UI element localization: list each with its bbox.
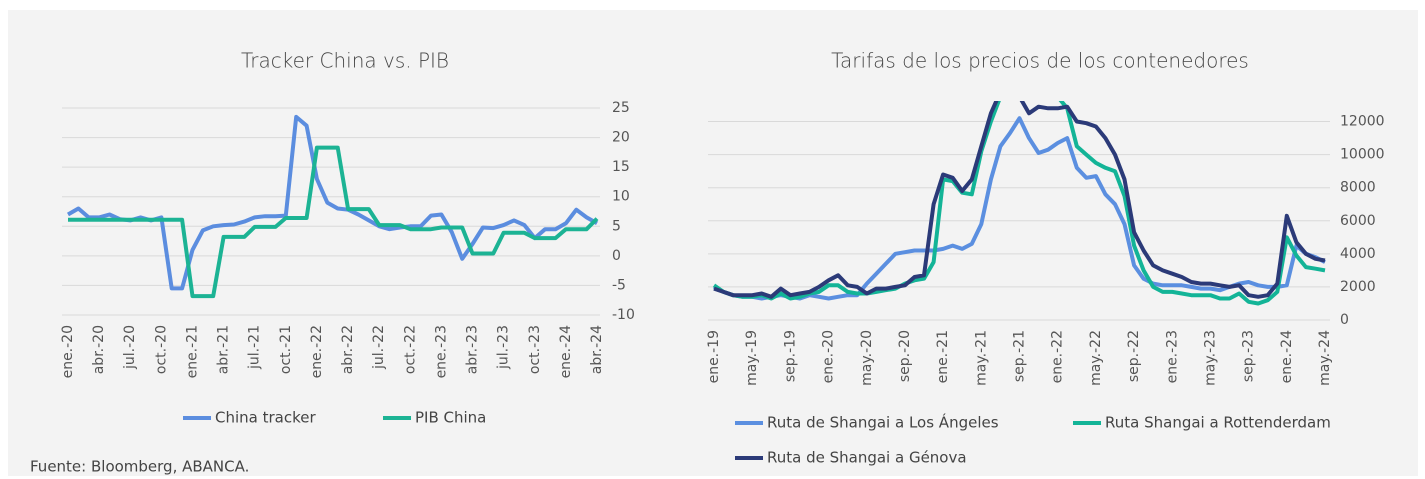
x-tick-label: ene.-20 [60, 325, 76, 378]
x-tick-label: may.-22 [1088, 330, 1104, 386]
x-tick-label: jul.-20 [122, 325, 138, 370]
x-tick-label: abr.-21 [216, 325, 232, 374]
y-tick-label: 2000 [1340, 279, 1376, 295]
y-tick-label: -5 [612, 277, 626, 293]
source-note: Fuente: Bloomberg, ABANCA. [30, 458, 249, 476]
x-tick-label: abr.-23 [465, 325, 481, 374]
x-tick-label: ene.-19 [706, 330, 722, 383]
legend-label: Ruta de Shangai a Los Ángeles [767, 413, 999, 432]
x-tick-label: may.-19 [744, 330, 760, 386]
legend-label: PIB China [415, 409, 486, 427]
y-tick-label: 0 [612, 248, 621, 264]
panel [8, 10, 1418, 476]
legend-label: Ruta Shangai a Rottenderdam [1105, 414, 1331, 432]
y-tick-label: 6000 [1340, 213, 1376, 229]
x-tick-label: sep.-23 [1241, 330, 1257, 382]
y-tick-label: 10 [612, 189, 630, 205]
y-tick-label: 10000 [1340, 147, 1385, 163]
y-tick-label: 8000 [1340, 180, 1376, 196]
y-tick-label: 12000 [1340, 114, 1385, 130]
x-tick-label: oct.-20 [153, 325, 169, 374]
x-tick-label: may.-24 [1317, 330, 1333, 386]
x-tick-label: abr.-22 [340, 325, 356, 374]
y-tick-label: 5 [612, 218, 621, 234]
x-tick-label: oct.-21 [278, 325, 294, 374]
x-tick-label: ene.-21 [184, 325, 200, 378]
y-tick-label: -10 [612, 307, 635, 323]
x-tick-label: ene.-23 [1164, 330, 1180, 383]
x-tick-label: ene.-24 [558, 325, 574, 379]
y-tick-label: 15 [612, 159, 630, 175]
legend-label: China tracker [215, 409, 316, 427]
y-tick-label: 4000 [1340, 246, 1376, 262]
series-line [68, 145, 599, 299]
x-tick-label: oct.-23 [527, 325, 543, 374]
x-tick-label: abr.-24 [589, 325, 605, 374]
x-tick-label: ene.-24 [1279, 330, 1295, 384]
x-tick-label: may.-23 [1202, 330, 1218, 386]
x-tick-label: ene.-21 [935, 330, 951, 383]
series-line [713, 116, 1326, 301]
y-tick-label: 25 [612, 100, 630, 116]
x-tick-label: may.-20 [859, 330, 875, 386]
y-tick-label: 0 [1340, 312, 1349, 328]
legend-label: Ruta de Shangai a Génova [767, 449, 967, 467]
chart-title: Tarifas de los precios de los contenedor… [831, 49, 1249, 73]
chart-title: Tracker China vs. PIB [241, 49, 449, 73]
series-line [713, 101, 1326, 299]
x-tick-label: abr.-20 [91, 325, 107, 374]
y-tick-label: 20 [612, 130, 630, 146]
x-tick-label: sep.-21 [1012, 330, 1028, 382]
x-tick-label: jul.-22 [371, 325, 387, 370]
x-tick-label: sep.-19 [782, 330, 798, 382]
x-tick-label: ene.-20 [821, 330, 837, 383]
x-tick-label: jul.-23 [496, 325, 512, 370]
series-line [712, 101, 1326, 306]
x-tick-label: sep.-20 [897, 330, 913, 382]
x-tick-label: oct.-22 [402, 325, 418, 374]
x-tick-label: ene.-22 [1050, 330, 1066, 383]
x-tick-label: ene.-22 [309, 325, 325, 378]
x-tick-label: jul.-21 [247, 325, 263, 370]
x-tick-label: may.-21 [973, 330, 989, 386]
x-tick-label: sep.-22 [1126, 330, 1142, 382]
x-tick-label: ene.-23 [433, 325, 449, 378]
